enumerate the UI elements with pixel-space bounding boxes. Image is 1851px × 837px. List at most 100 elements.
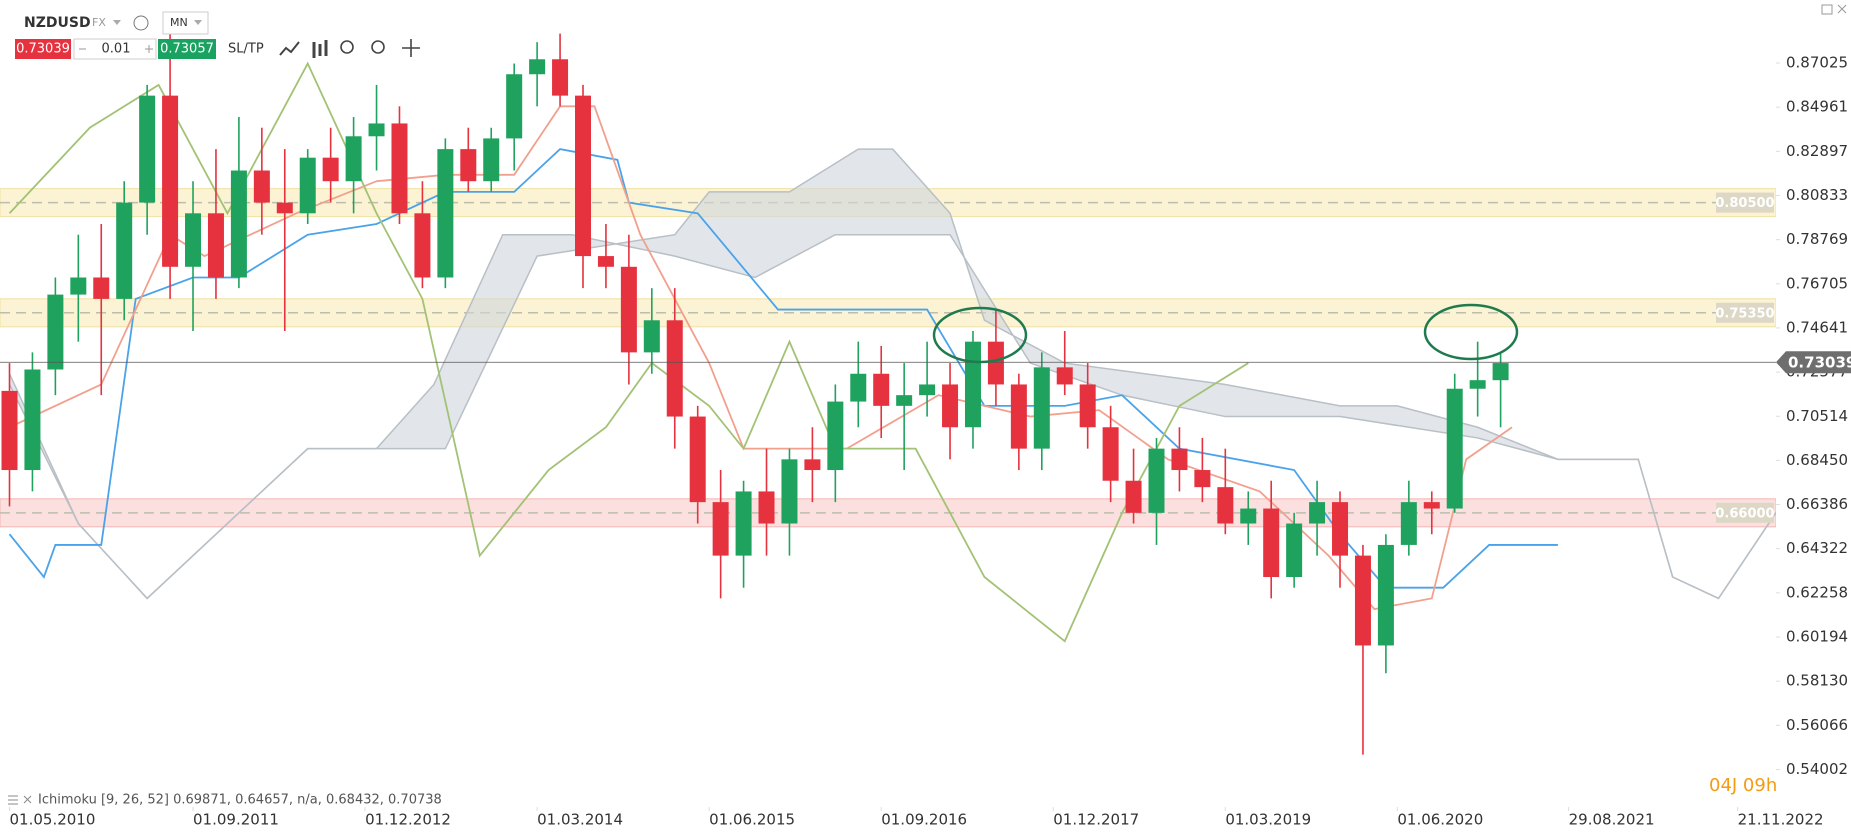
candle-body (47, 294, 64, 370)
sltp[interactable]: SL/TP (228, 42, 264, 57)
dropdown-arrow[interactable] (113, 20, 121, 25)
candle-body (345, 136, 362, 182)
x-tick-label: 01.12.2017 (1053, 811, 1139, 829)
candle-body (1171, 448, 1188, 471)
candle-body (506, 74, 523, 139)
sell-button[interactable] (15, 39, 71, 59)
buy-button[interactable] (158, 39, 216, 59)
candle-body (1423, 502, 1440, 509)
candle-body (1377, 544, 1394, 646)
timeframe-box[interactable] (162, 11, 209, 35)
candle-body (735, 491, 752, 556)
x-tick-label: 01.03.2019 (1225, 811, 1311, 829)
candle-tool[interactable] (312, 40, 328, 58)
candle-body (1010, 384, 1027, 449)
x-tick-label: 01.06.2020 (1397, 811, 1483, 829)
candle-body (575, 95, 591, 257)
candle-body (1469, 380, 1486, 389)
y-tick-label: 0.62258 (1786, 583, 1848, 601)
x-tick-label: 21.11.2022 (1738, 811, 1824, 829)
candle-body (873, 373, 890, 406)
candle-body (919, 384, 936, 396)
x-tick-label: 01.09.2011 (193, 811, 279, 829)
candle-body (185, 213, 202, 267)
candle-body (253, 170, 270, 203)
candle-body (1309, 502, 1326, 524)
y-tick-label: 0.64322 (1786, 539, 1848, 557)
level-tag (1716, 302, 1774, 323)
x-tick-label: 01.03.2014 (537, 811, 623, 829)
timeframe[interactable]: MN (170, 16, 188, 29)
symbol[interactable]: NZDUSD (24, 15, 91, 31)
last-price-tag (1776, 351, 1851, 374)
candle-body (529, 59, 546, 75)
candle-body (987, 341, 1004, 385)
candle-body (414, 213, 431, 278)
y-tick-label: 0.74641 (1786, 318, 1848, 336)
lot-box[interactable] (73, 38, 157, 60)
remove-icon[interactable] (23, 795, 32, 804)
y-tick-label: 0.70514 (1786, 407, 1848, 425)
candle-body (1240, 508, 1257, 524)
candle-body (1286, 523, 1303, 578)
candle-body (139, 95, 156, 203)
y-tick-label: 0.68450 (1786, 451, 1848, 469)
level-label: 0.80500 (1715, 196, 1774, 211)
candle-body (1194, 470, 1211, 488)
candle-body (1217, 487, 1234, 524)
candle-body (1354, 555, 1371, 646)
menu-icon[interactable] (8, 795, 18, 805)
candle-body (1102, 427, 1119, 481)
move-tool[interactable] (402, 39, 420, 57)
candle-body (827, 401, 844, 471)
bid[interactable]: 0.73039 (16, 42, 70, 57)
candle-body (620, 266, 637, 353)
candle-body (666, 320, 683, 417)
candle-body (1056, 367, 1073, 385)
cloud-edge (8, 233, 1776, 600)
candle-body (758, 491, 775, 524)
x-tick-label: 01.06.2015 (709, 811, 795, 829)
y-tick-label: 0.84961 (1786, 98, 1848, 116)
candle-body (689, 416, 706, 503)
y-tick-label: 0.56066 (1786, 716, 1848, 734)
y-tick-label: 0.66386 (1786, 495, 1848, 513)
candle-body (1332, 502, 1349, 556)
lot[interactable]: 0.01 (102, 42, 131, 57)
candle-body (781, 459, 798, 524)
candle-body (1148, 448, 1165, 513)
candle-body (460, 149, 477, 182)
candle-body (276, 202, 293, 214)
y-tick-label: 0.87025 (1786, 54, 1848, 72)
info-icon[interactable] (133, 15, 149, 31)
candle-body (230, 170, 247, 278)
candle-body (24, 369, 41, 471)
dropdown-arrow[interactable] (194, 20, 202, 25)
window-min[interactable] (1821, 4, 1833, 15)
candle-body (643, 320, 660, 353)
y-tick-label: 0.60194 (1786, 628, 1848, 646)
level-tag (1716, 192, 1774, 213)
plus[interactable] (145, 45, 153, 53)
candle-body (896, 395, 913, 406)
zoom-out[interactable] (340, 40, 354, 54)
candle-body (322, 157, 339, 182)
candle-body (1079, 384, 1096, 428)
last-price-label: 0.73039 (1788, 354, 1851, 372)
candle-body (712, 502, 729, 556)
ask[interactable]: 0.73057 (160, 42, 214, 57)
candle-body (1400, 502, 1417, 545)
countdown: 04J 09h (1709, 775, 1777, 796)
candle-body (1, 390, 18, 471)
zoom-in[interactable] (371, 40, 385, 54)
x-tick-label: 01.09.2016 (881, 811, 967, 829)
annotation-ellipse (932, 306, 1028, 364)
candle-body (1263, 508, 1280, 578)
candle-body (942, 384, 959, 428)
window-close[interactable] (1837, 4, 1847, 14)
y-tick-label: 0.80833 (1786, 186, 1848, 204)
line-tool[interactable] (279, 41, 300, 56)
ichimoku-line (9, 105, 1513, 611)
candle-body (70, 277, 87, 295)
